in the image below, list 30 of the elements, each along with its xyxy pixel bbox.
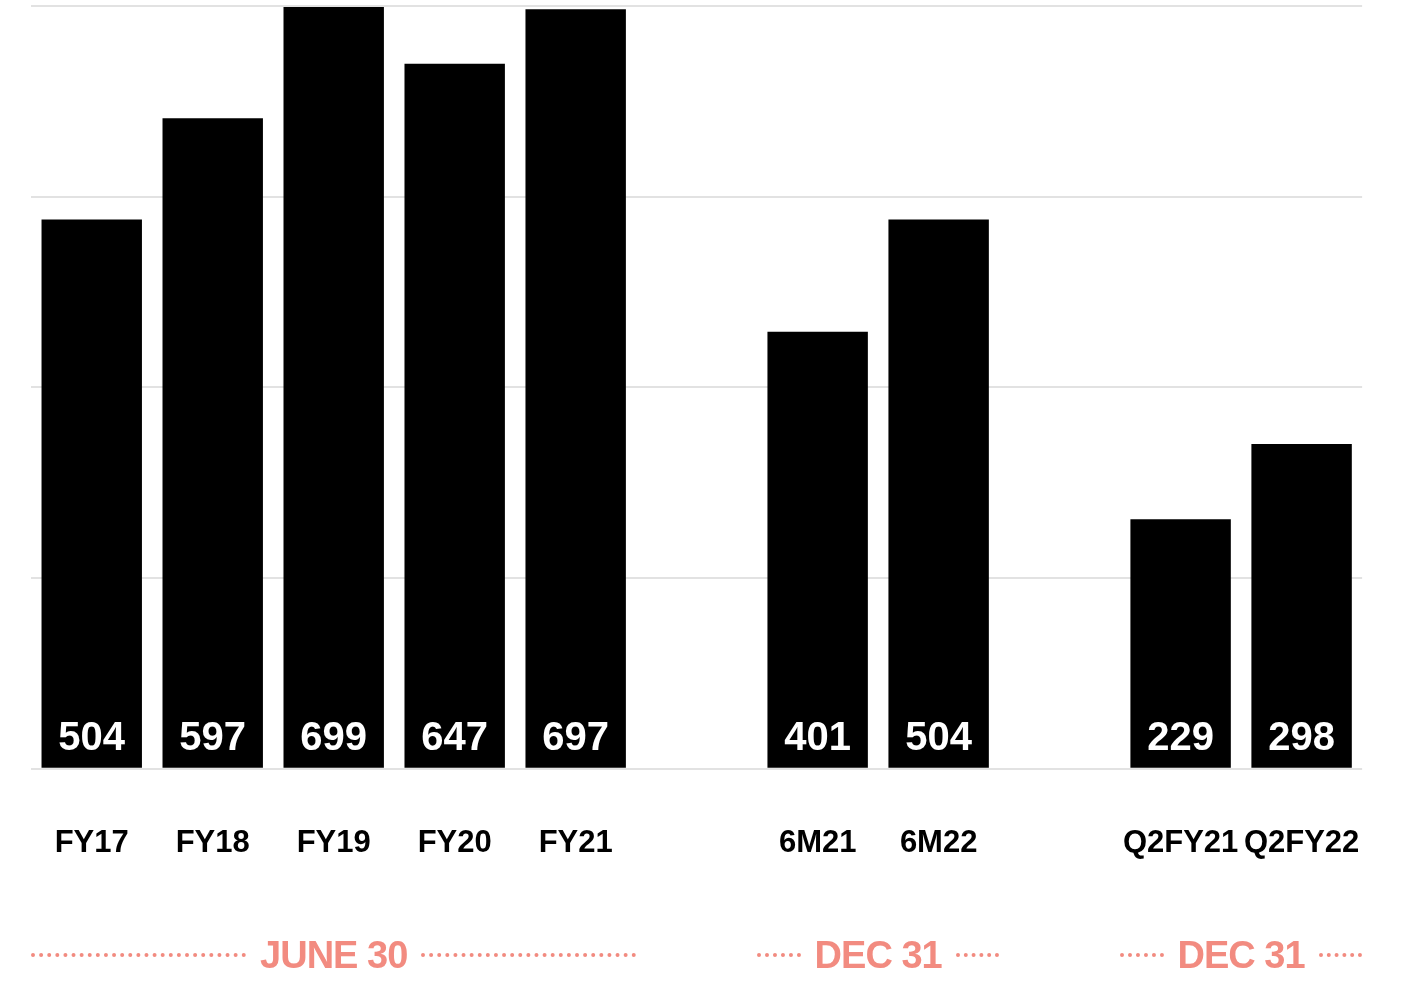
- x-tick-label: 6M22: [899, 823, 978, 859]
- x-tick-label: 6M21: [778, 823, 857, 859]
- data-label: 298: [1268, 713, 1335, 758]
- data-label: 597: [179, 713, 247, 758]
- text: JUNE 30: [260, 933, 408, 977]
- bar: [888, 219, 989, 768]
- x-tick-label: FY17: [54, 823, 129, 859]
- x-tick-label: FY21: [538, 823, 613, 859]
- bar: [1130, 519, 1231, 768]
- bar: [525, 9, 626, 768]
- data-label: 699: [300, 713, 368, 758]
- bar: [404, 63, 505, 768]
- x-tick-label: Q2FY21: [1122, 823, 1239, 859]
- text: DEC 31: [1177, 933, 1305, 977]
- bar: [767, 331, 868, 768]
- x-tick-label: FY20: [417, 823, 492, 859]
- data-label: 229: [1147, 713, 1214, 758]
- bar: [41, 219, 142, 768]
- data-label: 504: [58, 713, 126, 758]
- x-tick-label: FY19: [296, 823, 371, 859]
- data-label: 401: [784, 713, 852, 758]
- text: DEC 31: [814, 933, 942, 977]
- bar: [1251, 444, 1352, 768]
- bar: [283, 7, 384, 768]
- data-label: 697: [542, 713, 610, 758]
- bar: [162, 118, 263, 768]
- data-label: 647: [421, 713, 489, 758]
- x-tick-label: Q2FY22: [1243, 823, 1360, 859]
- x-tick-label: FY18: [175, 823, 250, 859]
- data-label: 504: [905, 713, 973, 758]
